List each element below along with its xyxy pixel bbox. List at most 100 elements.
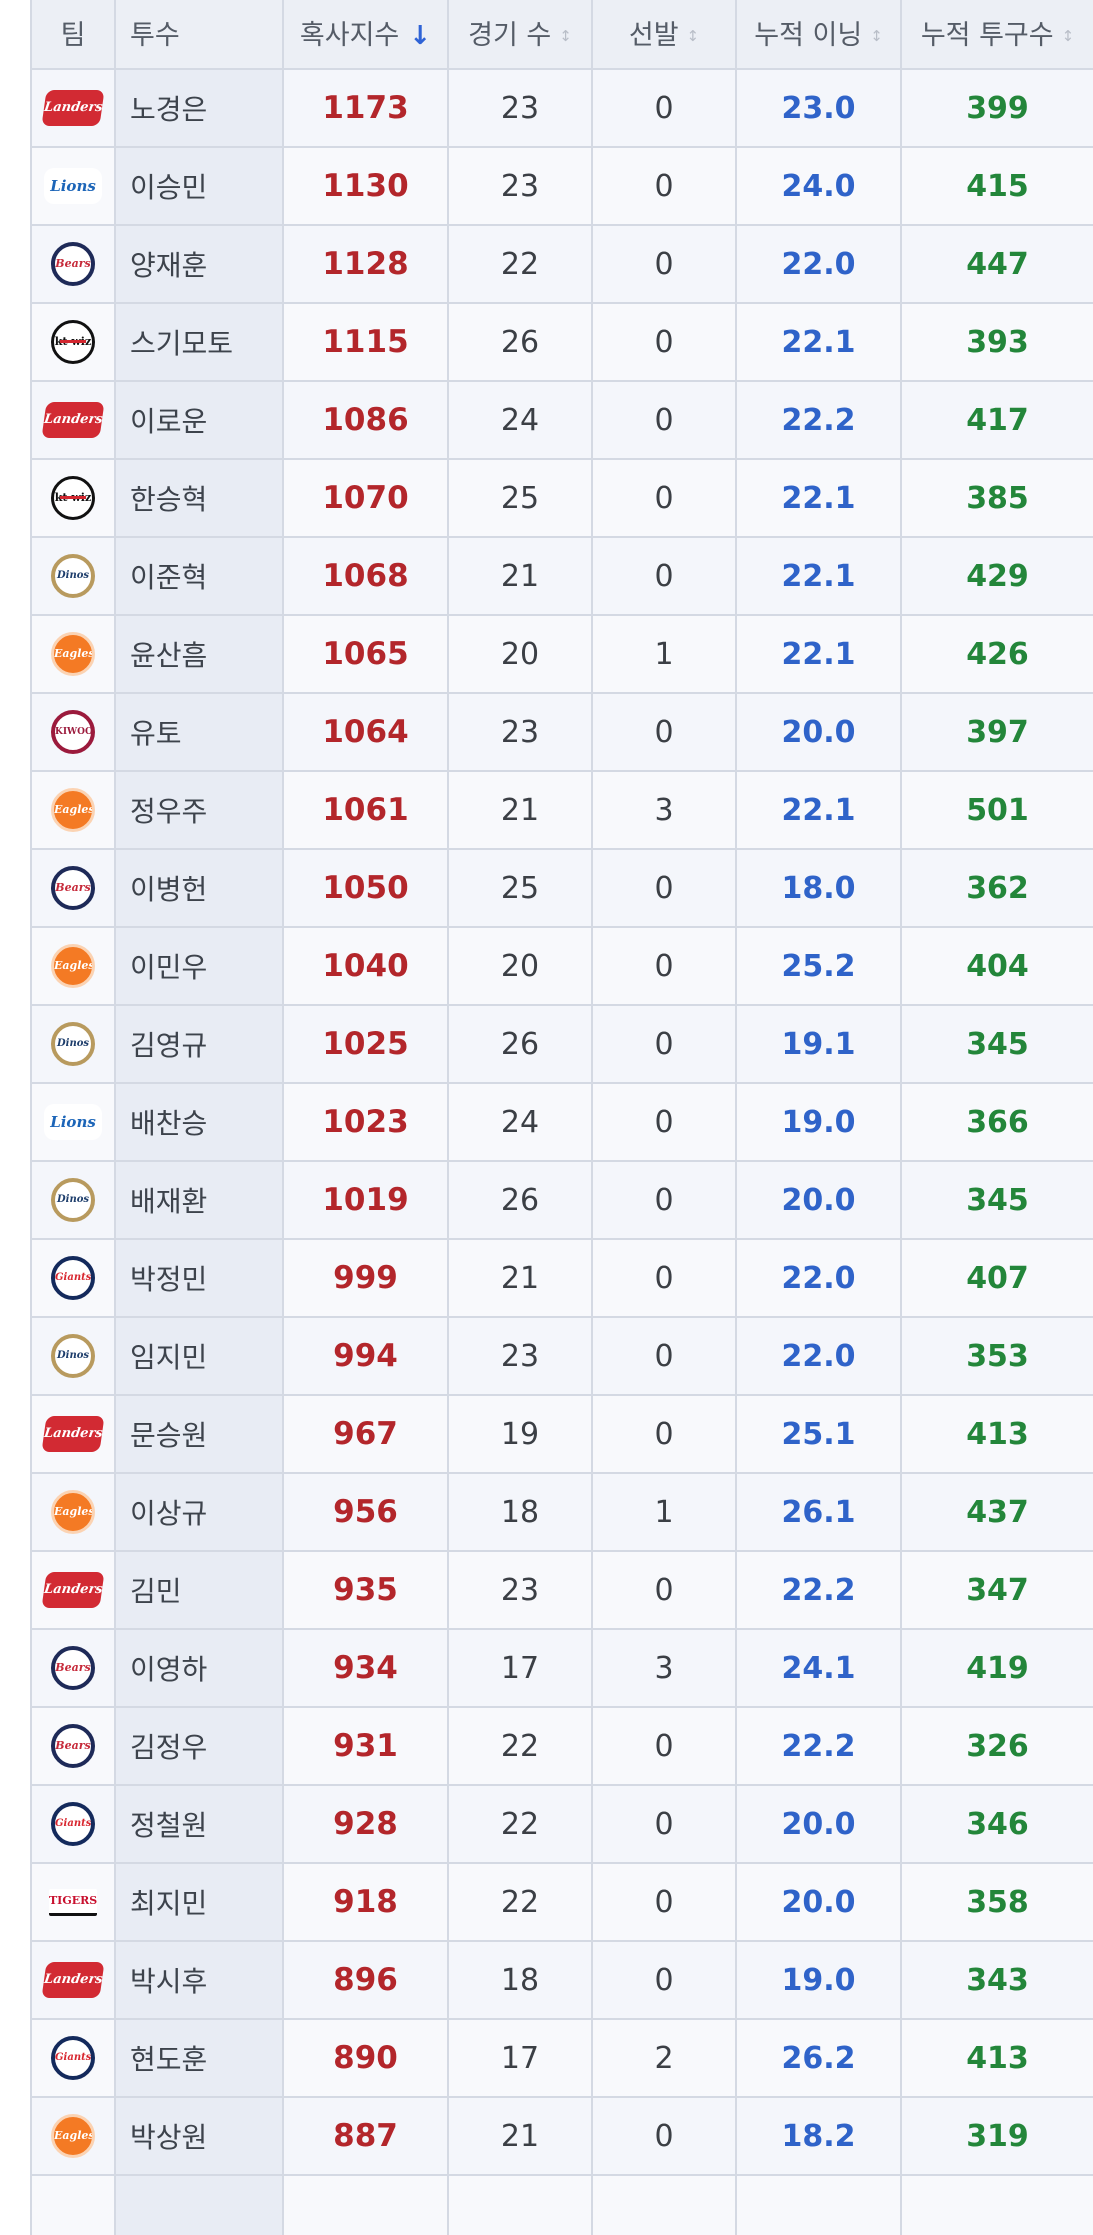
team-cell: Bears: [30, 1628, 116, 1708]
table-row[interactable]: Landers 김민 935 23 0 22.2 347: [30, 1550, 1093, 1630]
innings-value: 22.1: [735, 770, 902, 850]
innings-value: 22.2: [735, 1550, 902, 1630]
table-row[interactable]: Bears 이영하 934 17 3 24.1 419: [30, 1628, 1093, 1708]
starts-count: 1: [591, 1472, 737, 1552]
innings-value: 22.1: [735, 536, 902, 616]
pitcher-name: 배재환: [114, 1160, 284, 1240]
sort-icon[interactable]: ↕: [1061, 27, 1075, 45]
header-team[interactable]: 팀: [30, 0, 116, 70]
innings-value: 26.2: [735, 2018, 902, 2098]
pitcher-name: 이준혁: [114, 536, 284, 616]
innings-value: 22.2: [735, 380, 902, 460]
innings-value: 22.0: [735, 1316, 902, 1396]
table-row[interactable]: Giants 박정민 999 21 0 22.0 407: [30, 1238, 1093, 1318]
games-count: 26: [447, 1004, 593, 1084]
table-row[interactable]: Lions 배찬승 1023 24 0 19.0 366: [30, 1082, 1093, 1162]
team-cell: Landers: [30, 380, 116, 460]
header-strikeouts[interactable]: 혹사지수 ↓: [282, 0, 449, 70]
innings-value: 19.1: [735, 1004, 902, 1084]
innings-value: 19.0: [735, 1940, 902, 2020]
table-row[interactable]: Landers 노경은 1173 23 0 23.0 399: [30, 68, 1093, 148]
table-row[interactable]: Dinos 배재환 1019 26 0 20.0 345: [30, 1160, 1093, 1240]
table-row[interactable]: kt wiz 한승혁 1070 25 0 22.1 385: [30, 458, 1093, 538]
table-row[interactable]: Dinos 임지민 994 23 0 22.0 353: [30, 1316, 1093, 1396]
bears-logo-icon: Bears: [51, 1646, 95, 1690]
pitch-count: 447: [900, 224, 1093, 304]
pitcher-name: 노경은: [114, 68, 284, 148]
starts-count: 0: [591, 380, 737, 460]
table-row[interactable]: Eagles 이상규 956 18 1 26.1 437: [30, 1472, 1093, 1552]
workload-index: 918: [282, 1862, 449, 1942]
sort-icon[interactable]: ↕: [870, 27, 883, 45]
pitcher-name: 최지민: [114, 1862, 284, 1942]
innings-value: 22.0: [735, 224, 902, 304]
heroes-logo-icon: KIWOOM: [51, 710, 95, 754]
table-row[interactable]: Eagles 윤산흠 1065 20 1 22.1 426: [30, 614, 1093, 694]
table-row[interactable]: TIGERS 최지민 918 22 0 20.0 358: [30, 1862, 1093, 1942]
kt-logo-icon: kt wiz: [51, 320, 95, 364]
games-count: 21: [447, 1238, 593, 1318]
table-row[interactable]: Giants 현도훈 890 17 2 26.2 413: [30, 2018, 1093, 2098]
pitch-count: 419: [900, 1628, 1093, 1708]
table-row[interactable]: Eagles 이민우 1040 20 0 25.2 404: [30, 926, 1093, 1006]
table-row[interactable]: Bears 김정우 931 22 0 22.2 326: [30, 1706, 1093, 1786]
header-pitches-label: 누적 투구수: [920, 19, 1054, 51]
pitcher-name: 현도훈: [114, 2018, 284, 2098]
table-row[interactable]: Landers 박시후 896 18 0 19.0 343: [30, 1940, 1093, 2020]
pitcher-name: 임지민: [114, 1316, 284, 1396]
innings-value: 24.0: [735, 146, 902, 226]
sort-desc-icon[interactable]: ↓: [409, 21, 432, 51]
pitch-count: 417: [900, 380, 1093, 460]
pitch-count: 413: [900, 2018, 1093, 2098]
team-cell: Landers: [30, 68, 116, 148]
table-row[interactable]: Dinos 김영규 1025 26 0 19.1 345: [30, 1004, 1093, 1084]
header-pitcher[interactable]: 투수: [114, 0, 284, 70]
pitch-count: 358: [900, 1862, 1093, 1942]
table-row[interactable]: kt wiz 스기모토 1115 26 0 22.1 393: [30, 302, 1093, 382]
starts-count: 1: [591, 614, 737, 694]
pitch-count: 366: [900, 1082, 1093, 1162]
table-row[interactable]: Dinos 이준혁 1068 21 0 22.1 429: [30, 536, 1093, 616]
dinos-logo-icon: Dinos: [51, 554, 95, 598]
starts-count: 0: [591, 692, 737, 772]
starts-count: 0: [591, 458, 737, 538]
table-row[interactable]: Bears 양재훈 1128 22 0 22.0 447: [30, 224, 1093, 304]
innings-value: 22.1: [735, 614, 902, 694]
starts-count: 0: [591, 68, 737, 148]
workload-index: 1086: [282, 380, 449, 460]
table-row[interactable]: Landers 이로운 1086 24 0 22.2 417: [30, 380, 1093, 460]
workload-index: 1130: [282, 146, 449, 226]
pitch-count: 362: [900, 848, 1093, 928]
table-row[interactable]: Landers 문승원 967 19 0 25.1 413: [30, 1394, 1093, 1474]
header-pitches[interactable]: 누적 투구수 ↕: [900, 0, 1093, 70]
pitcher-name: 이병헌: [114, 848, 284, 928]
innings-value: 19.0: [735, 1082, 902, 1162]
workload-index: 1128: [282, 224, 449, 304]
bears-logo-icon: Bears: [51, 866, 95, 910]
table-row[interactable]: [30, 2174, 1093, 2235]
workload-index: [282, 2174, 449, 2235]
table-row[interactable]: Eagles 박상원 887 21 0 18.2 319: [30, 2096, 1093, 2176]
games-count: 20: [447, 614, 593, 694]
header-innings[interactable]: 누적 이닝 ↕: [735, 0, 902, 70]
header-starts[interactable]: 선발 ↕: [591, 0, 737, 70]
games-count: 26: [447, 1160, 593, 1240]
pitch-count: 437: [900, 1472, 1093, 1552]
games-count: 22: [447, 224, 593, 304]
header-games[interactable]: 경기 수 ↕: [447, 0, 593, 70]
pitcher-name: 이상규: [114, 1472, 284, 1552]
team-cell: Eagles: [30, 770, 116, 850]
table-row[interactable]: Bears 이병헌 1050 25 0 18.0 362: [30, 848, 1093, 928]
table-row[interactable]: Eagles 정우주 1061 21 3 22.1 501: [30, 770, 1093, 850]
eagles-logo-icon: Eagles: [51, 632, 95, 676]
eagles-logo-icon: Eagles: [51, 788, 95, 832]
pitch-count: 346: [900, 1784, 1093, 1864]
table-row[interactable]: Giants 정철원 928 22 0 20.0 346: [30, 1784, 1093, 1864]
pitcher-name: 박상원: [114, 2096, 284, 2176]
sort-icon[interactable]: ↕: [559, 27, 572, 45]
table-row[interactable]: Lions 이승민 1130 23 0 24.0 415: [30, 146, 1093, 226]
starts-count: 0: [591, 1316, 737, 1396]
sort-icon[interactable]: ↕: [686, 27, 700, 45]
